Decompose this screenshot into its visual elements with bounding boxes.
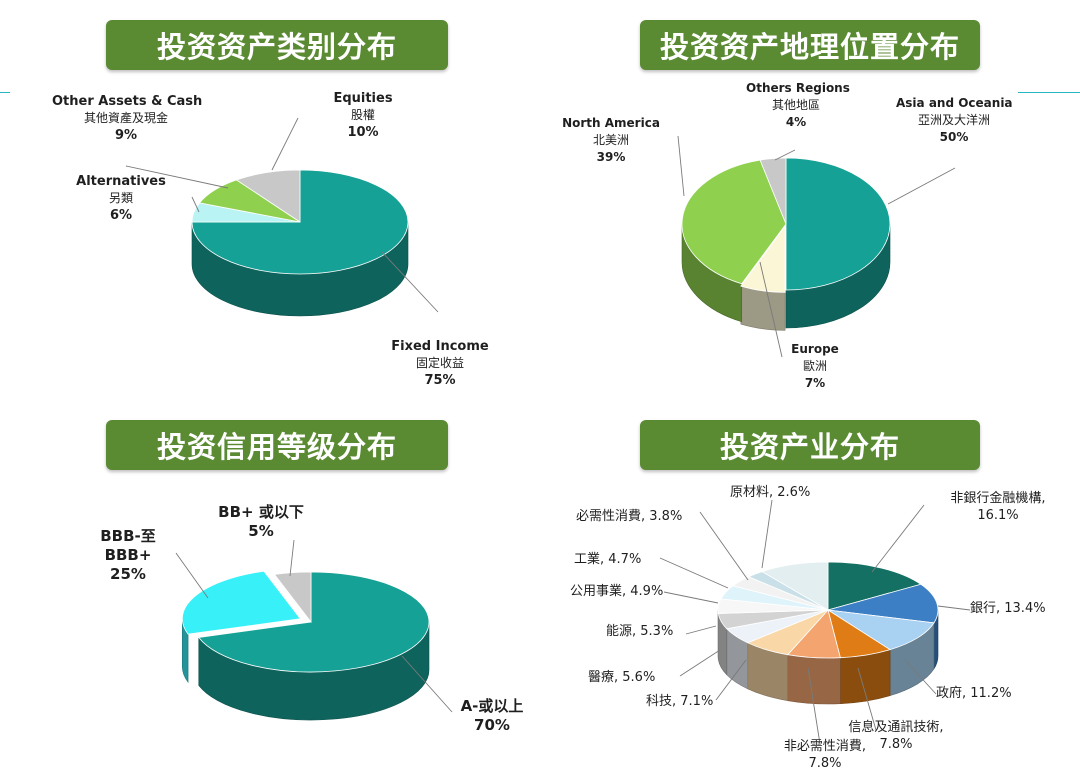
pie-4-slice-13 [761,561,829,611]
leader-line [289,539,295,577]
leader-line [807,667,821,745]
leader-line [887,167,956,205]
label-industrial: 工業, 4.7% [574,552,642,567]
chart2-title: 投资资产地理位置分布 [640,20,980,70]
pie-chart-4 [717,561,939,705]
label-banks: 銀行, 13.4% [970,601,1046,616]
pie-4-slice-4-side [840,649,891,705]
label-north-america: North America 北美洲 39% [562,116,660,164]
label-asia-oceania: Asia and Oceania 亞洲及大洋洲 50% [896,96,1013,144]
chart1-title: 投资资产类别分布 [106,20,448,70]
label-ict: 信息及通訊技術, 7.8% [848,720,944,752]
chart4-title: 投资产业分布 [640,420,980,470]
pie-4-slice-5-side [787,654,841,705]
label-alternatives: Alternatives 另類 6% [76,174,166,223]
leader-line [699,511,749,581]
decorative-rule-left [0,92,10,93]
label-energy: 能源, 5.3% [606,624,674,639]
label-fixed-income: Fixed Income 固定收益 75% [391,339,489,388]
label-government: 政府, 11.2% [936,686,1012,701]
label-others-regions: Others Regions 其他地區 4% [746,81,850,129]
label-europe: Europe 歐洲 7% [791,342,839,390]
leader-line [191,196,200,213]
label-bb-plus: BB+ 或以下 5% [218,503,304,540]
leader-line [904,659,937,695]
label-tech: 科技, 7.1% [646,694,714,709]
label-bbb: BBB-至 BBB+ 25% [100,527,156,583]
pie-2-slice-1 [785,157,891,291]
pie-chart-1 [191,169,409,317]
pie-2-slice-4 [759,157,787,225]
leader-line [659,557,729,589]
pie-2-slice-2-side [740,285,786,331]
pie-chart-2 [681,157,891,331]
label-raw-materials: 原材料, 2.6% [730,485,811,500]
label-healthcare: 醫療, 5.6% [588,670,656,685]
label-utilities: 公用事業, 4.9% [570,584,664,599]
leader-line [937,605,971,611]
leader-line [175,552,209,599]
label-a-or-above: A-或以上 70% [460,697,524,734]
label-equities: Equities 股權 10% [333,91,393,140]
pie-3-slice-1 [198,571,430,673]
leader-line [271,117,299,171]
leader-line [401,655,453,713]
label-other-assets: Other Assets & Cash 其他資產及現金 9% [52,94,203,143]
leader-line [871,504,925,573]
leader-line [857,667,877,731]
label-nonbank: 非銀行金融機構, 16.1% [950,491,1046,523]
chart3-title: 投资信用等级分布 [106,420,448,470]
pie-4-slice-1 [827,561,922,611]
leader-line [677,135,685,197]
decorative-rule-right [1018,92,1080,93]
pie-1-slice-4 [235,169,301,223]
pie-1-slice-1 [191,169,409,275]
leader-line [685,625,717,635]
pie-2-slice-2 [740,225,786,293]
label-discretionary: 非必需性消費, 7.8% [783,739,867,771]
pie-3-slice-2 [181,570,302,635]
leader-line [759,261,783,358]
label-staples: 必需性消費, 3.8% [576,509,683,524]
leader-line [381,251,439,313]
leader-line [715,659,747,701]
leader-line [679,649,721,677]
leader-line [761,499,773,569]
pie-2-slice-3 [681,159,787,285]
pie-3-slice-3 [273,571,312,624]
leader-line [125,165,229,189]
pie-chart-3 [181,570,430,721]
leader-line [774,149,796,161]
pie-4-slice-3 [827,609,935,651]
leader-line [663,591,719,604]
